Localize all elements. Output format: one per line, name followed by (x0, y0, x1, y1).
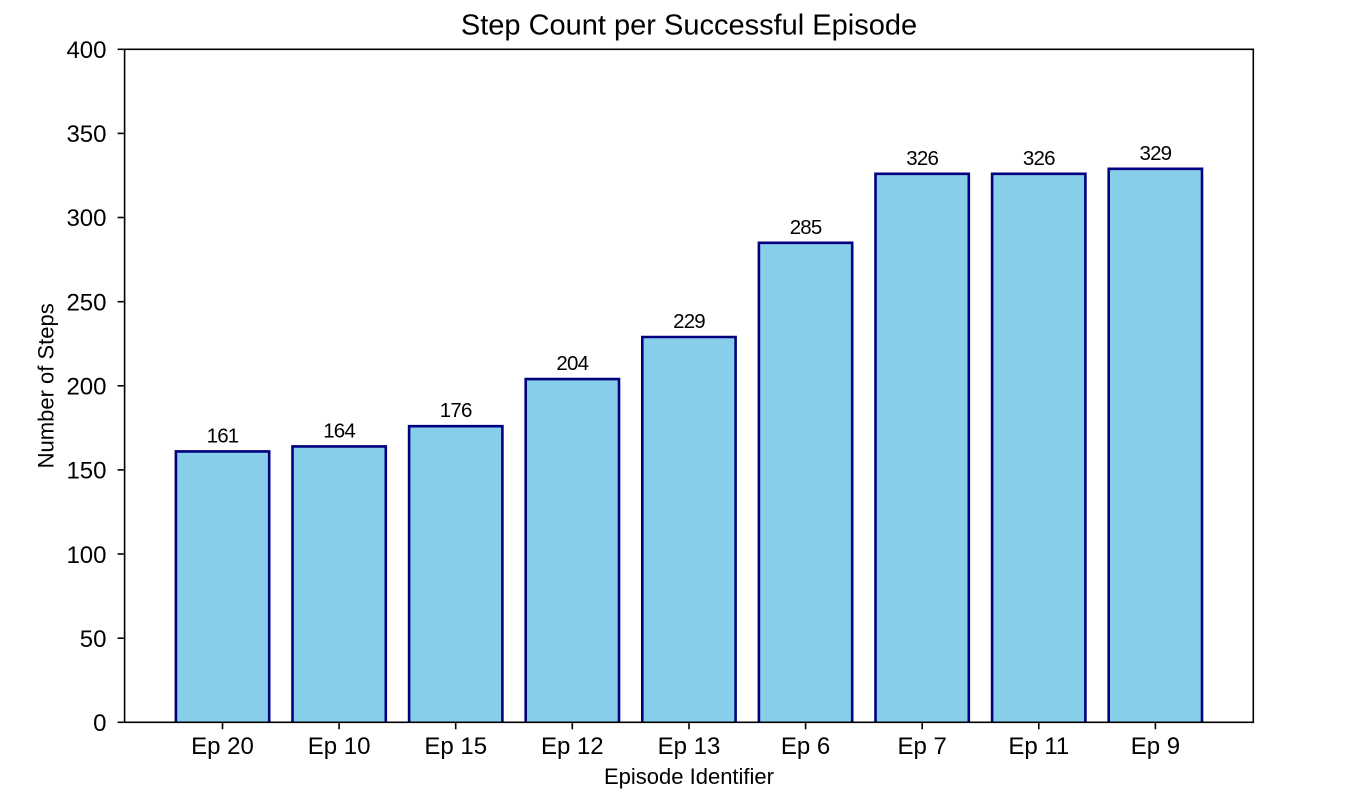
svg-text:Ep 20: Ep 20 (191, 733, 254, 760)
svg-text:Ep 13: Ep 13 (658, 733, 721, 760)
svg-text:300: 300 (66, 205, 106, 232)
svg-text:Number of Steps: Number of Steps (34, 303, 59, 468)
svg-text:50: 50 (80, 626, 107, 653)
svg-text:Ep 15: Ep 15 (424, 733, 487, 760)
svg-text:326: 326 (1023, 147, 1055, 170)
svg-text:204: 204 (556, 352, 588, 375)
svg-text:329: 329 (1139, 142, 1171, 165)
svg-text:Ep 9: Ep 9 (1131, 733, 1180, 760)
svg-text:350: 350 (66, 121, 106, 148)
svg-text:Ep 6: Ep 6 (781, 733, 830, 760)
svg-text:Episode Identifier: Episode Identifier (604, 764, 774, 789)
svg-text:400: 400 (66, 37, 106, 64)
svg-text:285: 285 (790, 216, 822, 239)
svg-text:Ep 12: Ep 12 (541, 733, 604, 760)
svg-text:229: 229 (673, 310, 705, 333)
svg-text:176: 176 (440, 399, 472, 422)
svg-text:164: 164 (323, 419, 355, 442)
svg-text:0: 0 (93, 710, 106, 737)
svg-text:326: 326 (906, 147, 938, 170)
svg-text:Ep 10: Ep 10 (308, 733, 371, 760)
svg-text:100: 100 (66, 542, 106, 569)
svg-text:150: 150 (66, 458, 106, 485)
svg-text:250: 250 (66, 289, 106, 316)
svg-text:Ep 7: Ep 7 (898, 733, 947, 760)
svg-text:Ep 11: Ep 11 (1008, 733, 1069, 760)
svg-text:Step Count per Successful Epis: Step Count per Successful Episode (461, 10, 917, 42)
svg-text:200: 200 (66, 374, 106, 401)
svg-text:161: 161 (207, 424, 239, 447)
